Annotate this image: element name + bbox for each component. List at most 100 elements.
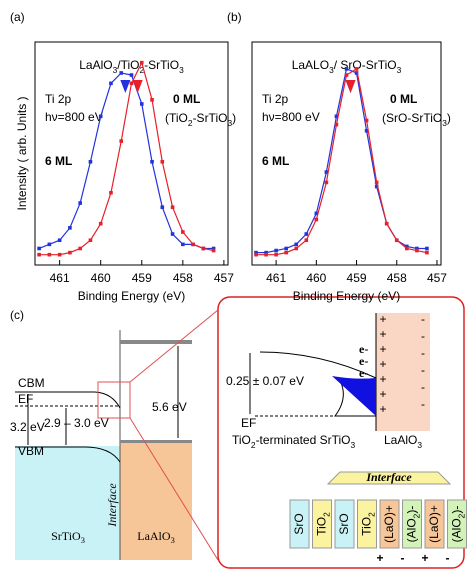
laalo3-vb xyxy=(120,440,192,443)
label: Interface xyxy=(365,470,412,484)
data-point xyxy=(314,217,319,222)
data-point xyxy=(254,250,258,255)
data-point xyxy=(88,159,93,164)
label: VBM xyxy=(18,444,44,458)
data-point xyxy=(405,244,409,249)
laalo3-block xyxy=(376,313,430,431)
peak-marker xyxy=(345,80,356,93)
band-diagram xyxy=(15,309,219,561)
chart-title: LaALO3/ SrO-SrTiO3 xyxy=(292,58,402,75)
data-point xyxy=(425,246,429,251)
data-point xyxy=(344,73,349,77)
data-point xyxy=(294,246,299,251)
vbm-line xyxy=(15,446,121,463)
data-point xyxy=(334,122,339,127)
charge: + xyxy=(421,551,428,565)
plot-frame xyxy=(251,41,442,266)
band-curve xyxy=(259,351,377,417)
annotation: 0 ML xyxy=(390,92,417,106)
data-point xyxy=(139,102,144,106)
data-point xyxy=(254,252,258,257)
annotation: Ti 2p xyxy=(262,92,289,106)
x-tick-label: 457 xyxy=(214,271,234,285)
data-point xyxy=(98,114,103,119)
annotation: 6 ML xyxy=(45,154,72,168)
data-point xyxy=(150,98,154,102)
data-point xyxy=(150,159,154,164)
data-point xyxy=(415,246,419,251)
y-axis-label: Intensity ( arb. Units ) xyxy=(15,96,29,210)
data-point xyxy=(264,252,268,257)
data-point xyxy=(354,67,359,71)
data-point xyxy=(364,128,369,133)
x-tick-label: 458 xyxy=(387,271,407,285)
label: Interface xyxy=(105,483,119,528)
electron-gas xyxy=(332,376,376,416)
x-tick-label: 458 xyxy=(173,271,193,285)
charge: + xyxy=(376,551,383,565)
data-point xyxy=(264,250,268,255)
x-axis-label: Binding Energy (eV) xyxy=(293,289,400,303)
data-point xyxy=(334,114,339,119)
srtio3-block xyxy=(15,446,120,560)
data-point xyxy=(354,71,359,75)
cbm-line xyxy=(15,391,121,409)
x-tick-label: 461 xyxy=(266,271,286,285)
annotation: Ti 2p xyxy=(45,92,72,106)
x-tick-label: 457 xyxy=(427,271,447,285)
data-point xyxy=(181,230,185,234)
charge: + xyxy=(379,342,386,356)
laalo3-block xyxy=(120,442,192,560)
peak-marker xyxy=(120,80,131,93)
zoom-line xyxy=(129,417,219,561)
data-point xyxy=(68,226,72,230)
data-point xyxy=(57,238,62,243)
layer-label: TiO2 xyxy=(315,512,332,536)
x-axis-label: Binding Energy (eV) xyxy=(78,289,185,303)
peak-marker xyxy=(132,80,143,93)
chart-title: LaAlO3/TiO2-SrTiO3 xyxy=(79,58,184,75)
data-point xyxy=(129,73,134,77)
data-point xyxy=(314,211,319,216)
data-point xyxy=(57,252,62,257)
data-point xyxy=(324,180,329,185)
data-point xyxy=(109,81,113,86)
data-point xyxy=(274,248,278,253)
charge: - xyxy=(421,329,425,343)
layer xyxy=(402,499,422,549)
laalo3-cb xyxy=(120,340,192,344)
label: LaAlO3 xyxy=(384,433,422,450)
label: EF xyxy=(18,392,33,406)
charge: - xyxy=(421,312,425,326)
data-point xyxy=(211,248,216,253)
data-point xyxy=(394,238,399,243)
data-point xyxy=(109,190,113,195)
data-point xyxy=(384,221,389,226)
layer-label: (LaO)+ xyxy=(427,505,441,543)
data-point xyxy=(68,250,72,255)
data-point xyxy=(160,205,165,209)
label: TiO2-terminated SrTiO3 xyxy=(232,433,355,450)
panel-label: (b) xyxy=(227,10,242,24)
layer xyxy=(289,499,310,549)
annotation: 6 ML xyxy=(262,154,289,168)
data-point xyxy=(78,246,82,251)
label: 3.2 eV xyxy=(10,420,45,434)
charge: - xyxy=(421,380,425,394)
panel-label: (a) xyxy=(10,10,25,24)
annotation: 0 ML xyxy=(173,92,200,106)
layer-label: SrO xyxy=(292,513,306,534)
panel-label: (c) xyxy=(10,308,24,322)
data-point xyxy=(201,246,206,251)
data-point xyxy=(294,242,299,247)
label: EF xyxy=(241,416,256,430)
data-point xyxy=(37,246,41,251)
charge: - xyxy=(401,551,405,565)
label: CBM xyxy=(18,376,45,390)
layer-label: TiO2 xyxy=(360,512,377,536)
label: LaAlO3 xyxy=(137,529,175,546)
data-point xyxy=(304,238,309,243)
data-point xyxy=(344,67,349,71)
data-point xyxy=(425,250,429,255)
